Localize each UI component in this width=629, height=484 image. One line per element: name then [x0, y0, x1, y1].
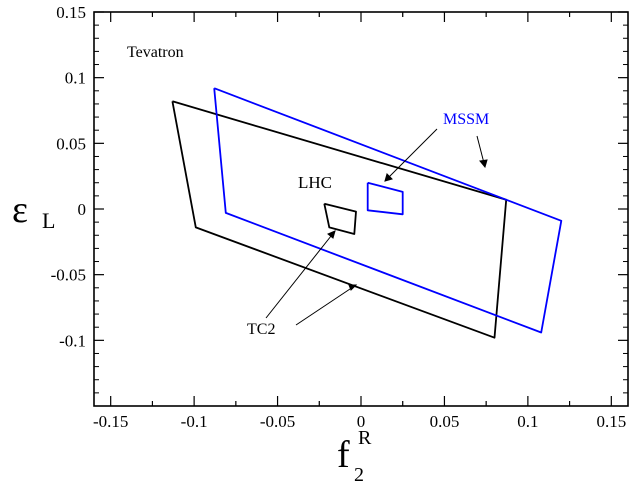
- x-tick-label: -0.05: [260, 412, 295, 431]
- x-tick-label: -0.1: [181, 412, 208, 431]
- arrowhead: [479, 159, 488, 169]
- svg-text:R: R: [358, 427, 372, 449]
- annotation-mssm: MSSM: [443, 111, 489, 128]
- y-tick-label: 0: [78, 200, 87, 219]
- y-tick-label: 0.1: [65, 69, 86, 88]
- tc2-arrow-to-small-contour: [265, 230, 336, 319]
- mssm-contour-tevatron: [213, 87, 563, 334]
- y-tick-label: 0.05: [56, 134, 86, 153]
- svg-text:ε: ε: [12, 189, 28, 231]
- y-tick-label: -0.1: [59, 331, 86, 350]
- x-axis-title: f R 2: [337, 427, 372, 484]
- x-tick-label: 0.1: [517, 412, 538, 431]
- y-tick-label: 0.15: [56, 3, 86, 22]
- arrowhead: [348, 284, 358, 291]
- mssm-contour-lhc: [366, 181, 404, 216]
- tc2-contour-tevatron: [171, 100, 508, 339]
- x-tick-label: 0.15: [596, 412, 626, 431]
- arrowhead: [327, 230, 336, 239]
- tc2-contour-lhc: [323, 202, 357, 235]
- annotation-lhc: LHC: [298, 173, 332, 192]
- x-tick-label: 0: [357, 412, 366, 431]
- contours: [171, 87, 563, 339]
- y-tick-label: -0.05: [51, 266, 86, 285]
- plot-frame: [93, 11, 629, 407]
- svg-text:f: f: [337, 434, 350, 476]
- y-axis-title: ε L: [12, 189, 55, 233]
- annotation-arrows: [265, 128, 488, 326]
- tick-labels: -0.15 -0.1 -0.05 0 0.05 0.1 0.15 0.15 0.1 0.05 0 -0…: [51, 3, 627, 431]
- ticks: [94, 11, 628, 406]
- x-tick-label: -0.15: [93, 412, 128, 431]
- annotation-tevatron: Tevatron: [127, 44, 184, 61]
- annotation-tc2: TC2: [247, 321, 275, 338]
- tc2-arrow-to-large-contour: [295, 284, 357, 326]
- svg-text:L: L: [42, 208, 55, 233]
- x-tick-label: 0.05: [430, 412, 460, 431]
- arrowhead: [384, 173, 393, 182]
- mssm-arrow-to-small-contour: [384, 128, 438, 182]
- svg-text:2: 2: [354, 464, 364, 484]
